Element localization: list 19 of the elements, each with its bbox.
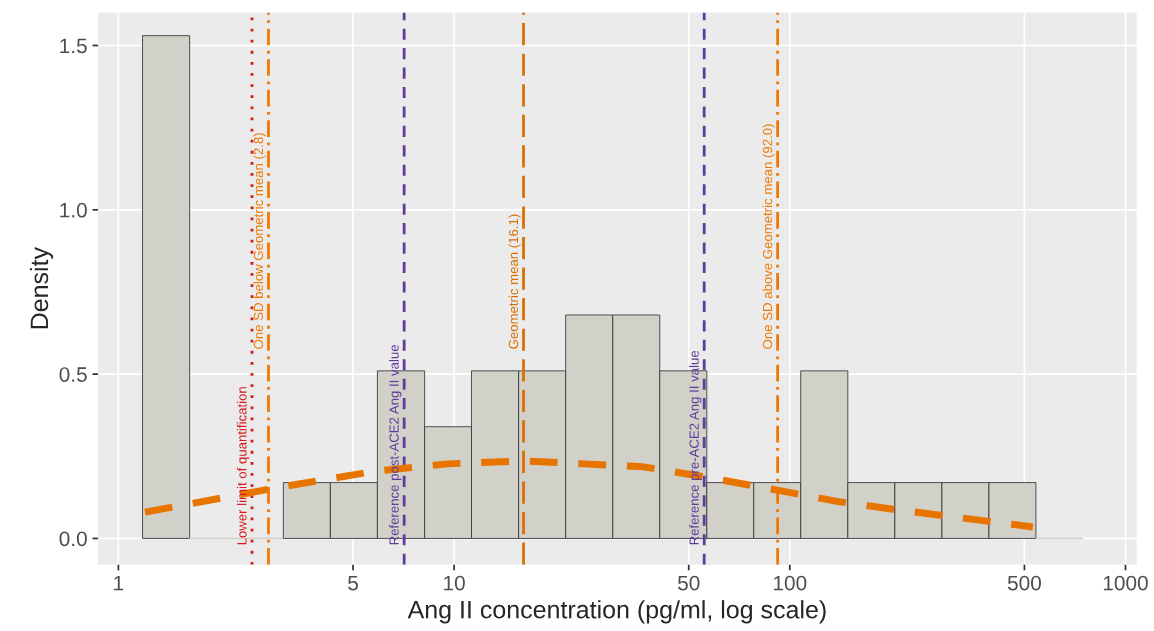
x-tick-label: 10	[444, 575, 465, 591]
x-tick-label: 500	[1007, 575, 1041, 591]
x-axis-title: Ang II concentration (pg/ml, log scale)	[407, 600, 826, 624]
y-axis-title: Density	[29, 247, 54, 329]
ref-line-label: Reference post-ACE2 Ang II value	[389, 345, 402, 545]
x-tick-label: 5	[348, 575, 358, 591]
ref-line-label: Geometric mean (16.1)	[508, 214, 521, 349]
ref-line-label: One SD above Geometric mean (92.0)	[762, 124, 775, 349]
y-tick-label: 1.0	[60, 202, 87, 218]
y-tick-label: 0.0	[59, 531, 87, 547]
ref-line-label: Lower limit of quantification	[236, 387, 250, 545]
y-tick-label: 1.5	[60, 38, 87, 54]
x-tick-label: 1	[114, 575, 124, 591]
x-tick-label: 1000	[1103, 575, 1148, 591]
x-tick-label: 50	[677, 575, 700, 591]
x-tick-label: 100	[773, 575, 807, 591]
ref-line-label: Reference pre-ACE2 Ang II value	[689, 350, 702, 545]
ref-line-label: One SD below Geometric mean (2.8)	[253, 133, 266, 349]
y-tick-label: 0.5	[59, 367, 87, 382]
